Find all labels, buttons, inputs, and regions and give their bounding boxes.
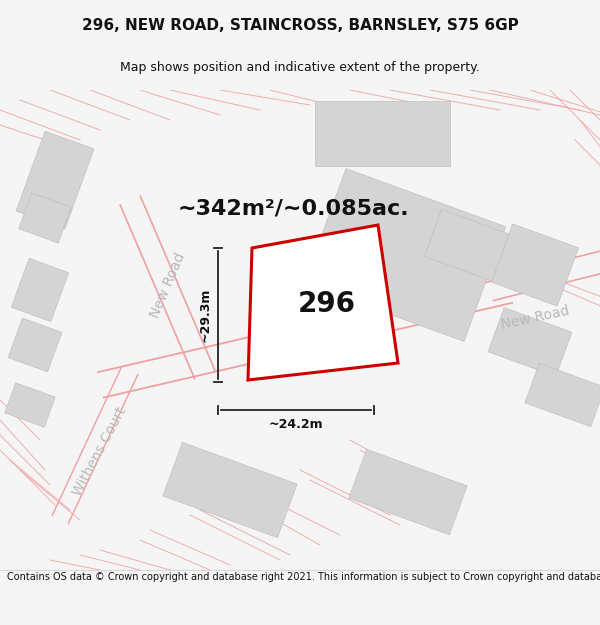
Text: 296, NEW ROAD, STAINCROSS, BARNSLEY, S75 6GP: 296, NEW ROAD, STAINCROSS, BARNSLEY, S75… [82, 18, 518, 33]
Text: Withens Court: Withens Court [71, 405, 130, 499]
Polygon shape [248, 225, 398, 380]
Text: ~342m²/~0.085ac.: ~342m²/~0.085ac. [178, 198, 410, 218]
Polygon shape [488, 308, 572, 376]
Text: New Road: New Road [274, 326, 346, 354]
Text: New Road: New Road [499, 304, 571, 332]
Polygon shape [304, 169, 506, 341]
Polygon shape [314, 101, 449, 166]
Polygon shape [5, 382, 55, 428]
Polygon shape [349, 449, 467, 535]
Text: ~29.3m: ~29.3m [199, 288, 212, 342]
Polygon shape [19, 193, 71, 243]
Text: 296: 296 [298, 290, 356, 318]
Polygon shape [163, 442, 297, 538]
Polygon shape [16, 131, 94, 229]
Text: Map shows position and indicative extent of the property.: Map shows position and indicative extent… [120, 61, 480, 74]
Polygon shape [525, 363, 600, 427]
Polygon shape [8, 318, 62, 372]
Polygon shape [491, 224, 578, 306]
Text: ~24.2m: ~24.2m [269, 418, 323, 431]
Polygon shape [424, 209, 536, 291]
Text: New Road: New Road [148, 250, 188, 320]
Text: Contains OS data © Crown copyright and database right 2021. This information is : Contains OS data © Crown copyright and d… [7, 572, 600, 582]
Polygon shape [11, 258, 68, 322]
